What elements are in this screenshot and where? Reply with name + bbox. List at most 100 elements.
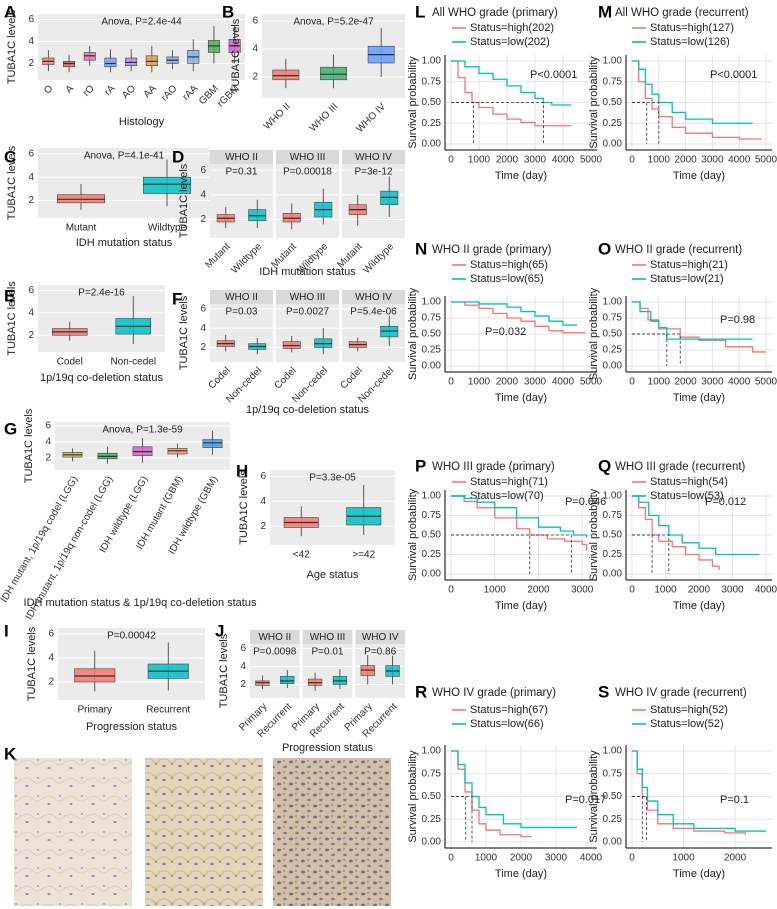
y-tick-label: 4: [45, 437, 51, 448]
y-tick-label: 0.75: [603, 313, 623, 324]
y-tick-label: 6: [28, 14, 34, 25]
y-axis-label: Survival probability: [407, 287, 419, 380]
legend-label: Status=low(126): [650, 36, 730, 48]
panel-letter: J: [215, 621, 224, 640]
x-axis-label: Progression status: [86, 721, 178, 733]
ihc-image-high: [273, 758, 391, 906]
x-tick-label: 0: [629, 585, 635, 596]
panel-letter: B: [222, 2, 234, 21]
box-iqr: [380, 190, 399, 205]
x-axis-label: Time (day): [673, 392, 725, 404]
x-tick-label: 1000: [672, 853, 695, 864]
legend-label: Status=low(65): [470, 273, 544, 285]
panel-letter: O: [598, 239, 611, 258]
y-tick-label: 4: [200, 323, 206, 334]
x-tick-label: 4000: [580, 853, 603, 864]
y-axis-label: TUBA1C levels: [6, 145, 18, 220]
y-tick-label: 4: [240, 661, 246, 672]
y-axis-label: Survival probability: [407, 750, 419, 843]
x-tick-label: 2000: [674, 377, 697, 388]
y-tick-label: 0.75: [422, 768, 442, 779]
x-tick-label: WHO III: [308, 101, 341, 134]
panel-letter: C: [4, 147, 16, 166]
facet-p-value: P=5.4e-06: [350, 307, 397, 318]
y-tick-label: 1.00: [603, 297, 623, 308]
x-tick-label: 2000: [674, 155, 697, 166]
facet-title: WHO III: [290, 152, 326, 163]
box-iqr: [272, 69, 300, 81]
chart-title: Anova, P=2.4e-44: [101, 17, 182, 28]
y-tick-label: 0.25: [603, 118, 623, 129]
facet-p-value: P=0.03: [226, 307, 258, 318]
chart-title: Anova, P=5.2e-47: [293, 17, 374, 28]
x-tick-label: A: [64, 83, 77, 96]
chart-title: WHO IV grade (recurrent): [615, 687, 747, 699]
chart-title: WHO III grade (recurrent): [615, 461, 746, 473]
x-tick-label: 1000: [475, 853, 498, 864]
x-tick-label: 3000: [545, 853, 568, 864]
legend-label: Status=high(127): [650, 22, 734, 34]
y-tick-label: 2: [28, 58, 34, 69]
facet-p-value: P=0.31: [226, 167, 258, 178]
y-tick-label: 0.25: [603, 814, 623, 825]
legend-label: Status=low(202): [470, 36, 550, 48]
y-tick-label: 2: [252, 72, 258, 83]
x-tick-label: 4000: [728, 155, 751, 166]
y-tick-label: 0.25: [603, 345, 623, 356]
panel-letter: I: [4, 621, 9, 640]
panel-letter: M: [598, 2, 612, 21]
x-tick-label: 4000: [755, 585, 777, 596]
y-axis-label: TUBA1C levels: [238, 470, 250, 545]
x-tick-label: 2000: [724, 853, 747, 864]
ihc-image-mid: [145, 758, 263, 906]
panel-letter: D: [172, 147, 184, 166]
facet-p-value: P=0.00018: [283, 167, 332, 178]
x-axis-label: Time (day): [495, 868, 547, 880]
facet-title: WHO IV: [362, 632, 399, 643]
y-tick-label: 2: [28, 195, 34, 206]
panel-letter: L: [415, 2, 425, 21]
legend-label: Status=low(52): [650, 718, 724, 730]
x-tick-label: 1000: [468, 155, 491, 166]
x-tick-label: 2000: [688, 585, 711, 596]
x-tick-label: Non-cedel: [110, 357, 156, 368]
facet-strip: [342, 150, 405, 164]
facet-strip: [276, 290, 339, 304]
y-tick-label: 0.75: [422, 510, 442, 521]
legend-label: Status=high(54): [650, 476, 728, 488]
panel-background: [250, 644, 300, 698]
x-axis-label: Age status: [307, 569, 359, 581]
median-line: [451, 534, 572, 574]
x-axis-label: Time (day): [673, 868, 725, 880]
x-tick-label: 0: [448, 377, 454, 388]
median-line: [632, 333, 668, 366]
legend-label: Status=high(21): [650, 259, 728, 271]
p-value: P=0.017: [565, 794, 606, 806]
legend-label: Status=high(71): [470, 476, 548, 488]
chart-title: WHO IV grade (primary): [432, 687, 556, 699]
x-tick-label: 1000: [484, 585, 507, 596]
x-tick-label: 1000: [468, 377, 491, 388]
y-axis-label: TUBA1C levels: [6, 9, 18, 84]
y-tick-label: 4: [28, 36, 34, 47]
panel-letter: P: [415, 456, 426, 475]
x-tick-label: 3000: [721, 585, 744, 596]
y-tick-label: 0.50: [603, 329, 623, 340]
chart-title: P=3.3e-05: [309, 473, 356, 484]
survival-curve: [632, 301, 753, 340]
y-tick-label: 6: [252, 16, 258, 27]
y-tick-label: 0.00: [603, 139, 623, 150]
x-tick-label: 1000: [648, 377, 671, 388]
p-value: P=0.1: [720, 794, 749, 806]
chart-title: Anova, P=1.3e-59: [102, 425, 183, 436]
x-tick-label: WHO IV: [354, 101, 388, 135]
legend-label: Status=high(67): [470, 704, 548, 716]
facet-strip: [342, 290, 405, 304]
x-tick-label: Wildtype: [361, 241, 396, 276]
facet-strip: [210, 290, 273, 304]
x-axis-label: IDH mutation status: [76, 237, 173, 249]
box-iqr: [104, 57, 117, 68]
legend-label: Status=high(52): [650, 704, 728, 716]
x-axis-label: Time (day): [673, 600, 725, 612]
